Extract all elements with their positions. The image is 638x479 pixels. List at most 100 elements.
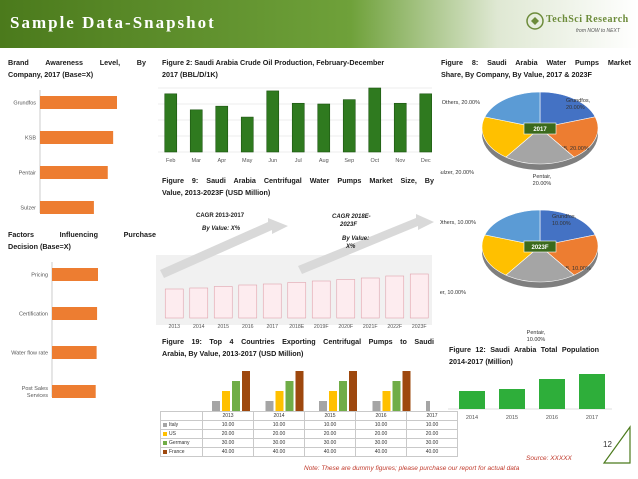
bar <box>265 401 274 411</box>
bar <box>419 93 432 153</box>
crude-oil-title-line-2: 2017 (BBL/D/1K) <box>162 70 218 79</box>
page-title: Sample Data-Snapshot <box>10 13 216 32</box>
bar <box>242 371 250 411</box>
table-cell: 20.00 <box>355 429 407 439</box>
pie-slice <box>484 209 541 247</box>
x-tick-label: 2015 <box>217 324 229 330</box>
bar <box>215 105 229 153</box>
slice-label: Others, 10.00% <box>440 220 476 226</box>
series-label: US <box>169 431 176 437</box>
category-label: Pricing <box>31 273 48 279</box>
slice-label: Sulzer, 10.00% <box>440 290 466 296</box>
x-tick-label: 2017 <box>586 415 598 421</box>
bar <box>52 268 98 281</box>
slice-label: 10.00% <box>527 337 546 343</box>
bar <box>579 374 605 409</box>
bar <box>40 96 117 109</box>
x-tick-label: 2018E <box>289 324 305 330</box>
category-label: Pentair <box>19 171 37 177</box>
x-tick-label: Jul <box>295 158 302 164</box>
market-size-chart: 2013 2014 2015 2016 2017 2018E 2019F 2020F 2021F… <box>156 213 434 330</box>
table-cell: 10.00 <box>355 420 407 430</box>
x-tick-label: 2016 <box>242 324 254 330</box>
bar <box>368 87 382 153</box>
bar <box>372 401 381 411</box>
purchase-factors-title-line-1: Factors Influencing Purchase <box>8 230 156 239</box>
table-header-cell: 2016 <box>355 411 407 421</box>
table-row: 2013 2014 2015 2016 2017 <box>160 411 458 421</box>
cagr-annotation-value: By Value: <box>342 236 369 242</box>
market-size-title-line-2: Value, 2013-2023F (USD Million) <box>162 188 271 197</box>
bar <box>262 283 282 319</box>
x-tick-label: Apr <box>217 158 226 164</box>
slice-label: Others, 20.00% <box>442 100 480 106</box>
cagr-annotation-title: CAGR 2013-2017 <box>196 213 245 219</box>
category-label: Water flow rate <box>11 351 48 357</box>
pie-year-label: 2023F <box>531 245 548 251</box>
logo-tagline: from NOW to NEXT <box>576 28 620 34</box>
bar <box>40 166 108 179</box>
table-header-cell: 2013 <box>202 411 254 421</box>
logo-name: TechSci Research <box>546 14 629 25</box>
cagr-annotation-title: 2023F <box>339 222 357 228</box>
table-cell: 30.00 <box>304 438 356 448</box>
table-cell: 30.00 <box>202 438 254 448</box>
category-label: KSB <box>25 136 36 142</box>
x-tick-label: Mar <box>192 158 202 164</box>
pie-year-label: 2017 <box>533 127 547 133</box>
bar <box>189 109 203 153</box>
bar <box>393 102 407 153</box>
table-series-cell: US <box>160 429 203 439</box>
x-tick-label: 2014 <box>193 324 205 330</box>
cagr-annotation-value: By Value: X% <box>202 226 241 232</box>
bar <box>392 381 401 411</box>
brand-awareness-chart: Grundfos KSB Pentair Sulzer <box>13 90 117 214</box>
market-share-title-line-2: Share, By Company, By Value, 2017 & 2023… <box>441 70 592 79</box>
bar <box>52 385 96 398</box>
bar <box>240 116 254 153</box>
bar <box>275 391 284 411</box>
bar <box>349 371 357 411</box>
bar <box>52 346 97 359</box>
market-share-chart: Grundfos,20.00%KSB, 20.00%Pentair,20.00%… <box>440 91 599 343</box>
category-label: Certification <box>19 312 48 318</box>
table-cell: 30.00 <box>355 438 407 448</box>
category-label: Sulzer <box>20 206 36 212</box>
growth-arrow <box>160 218 288 278</box>
table-cell: 10.00 <box>202 420 254 430</box>
x-tick-label: Oct <box>370 158 379 164</box>
bar <box>499 389 525 409</box>
bar <box>539 379 565 409</box>
bar <box>287 282 307 319</box>
table-row: US 20.00 20.00 20.00 20.00 20.00 <box>160 429 458 439</box>
pie-slice <box>539 209 596 247</box>
brand-awareness-title-line-1: Brand Awareness Level, By <box>8 58 146 67</box>
export-title-line-2: Arabia, By Value, 2013-2017 (USD Million… <box>162 349 304 358</box>
export-chart <box>212 371 430 411</box>
table-cell: 40.00 <box>355 447 407 457</box>
x-tick-label: Dec <box>421 158 431 164</box>
bar <box>311 280 331 319</box>
bar <box>213 286 233 319</box>
header-banner: Sample Data-Snapshot <box>0 0 638 48</box>
legend-swatch <box>163 449 167 454</box>
series-label: Germany <box>169 440 190 446</box>
table-cell: 10.00 <box>304 420 356 430</box>
table-cell: 40.00 <box>406 447 458 457</box>
table-cell: 20.00 <box>202 429 254 439</box>
pie-year-badge <box>523 240 557 253</box>
slice-label: 10.00% <box>552 221 571 227</box>
slice-label: KSB, 10.00% <box>558 266 591 272</box>
slice-label: 20.00% <box>566 105 585 111</box>
table-header-cell: 2015 <box>304 411 356 421</box>
slice-label: Grundfos, <box>552 214 577 220</box>
bar <box>40 201 94 214</box>
pie-slice <box>539 91 596 129</box>
brand-awareness-title-line-2: Company, 2017 (Base=X) <box>8 70 94 79</box>
table-header-cell: 2014 <box>253 411 305 421</box>
x-tick-label: Jun <box>268 158 277 164</box>
table-row: Germany 30.00 30.00 30.00 30.00 30.00 <box>160 438 458 448</box>
slice-label: Grundfos, <box>566 98 591 104</box>
cagr-annotation-title: CAGR 2018E- <box>332 214 371 220</box>
bar <box>329 391 337 411</box>
